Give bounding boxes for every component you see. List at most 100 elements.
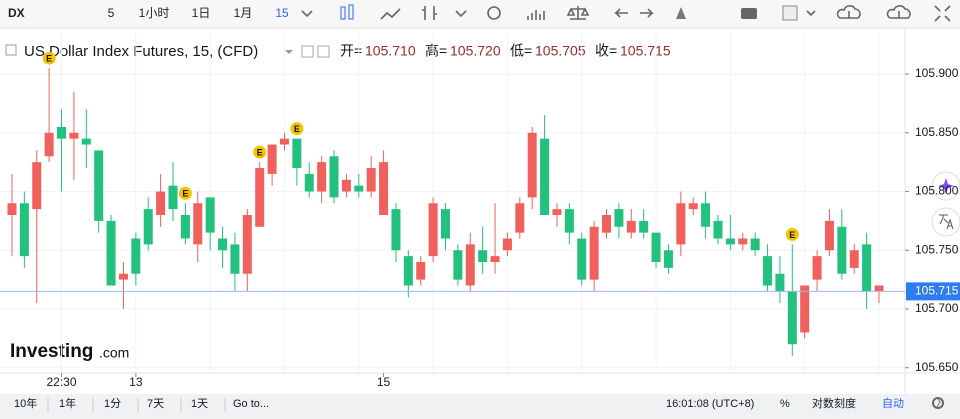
fullscreen-icon[interactable] [934, 5, 951, 22]
candle-body [391, 209, 401, 251]
ohlc-value: 105.710 [365, 43, 416, 59]
log-button[interactable]: 对数刻度 [812, 396, 856, 410]
event-marker[interactable] [290, 122, 304, 136]
candle-body [453, 250, 463, 280]
x-tick-label: 15 [377, 375, 391, 389]
candle-body [403, 256, 413, 286]
candle-body [775, 273, 785, 292]
y-tick-label: 105.650 [915, 360, 959, 374]
candle-body [676, 203, 686, 245]
candle-body [701, 203, 711, 227]
x-tick-label: 22:30 [47, 375, 77, 389]
candle-body [304, 173, 314, 192]
last-price-box [906, 282, 960, 301]
y-tick-label: 105.900 [915, 66, 959, 80]
event-marker[interactable] [42, 51, 56, 65]
candle-icon[interactable] [340, 6, 346, 20]
candle-body [465, 244, 475, 286]
line-icon[interactable] [380, 8, 401, 20]
redo-icon[interactable] [640, 8, 654, 18]
settings-icon[interactable] [487, 6, 501, 20]
candle-body [416, 262, 426, 280]
candle-body [180, 215, 190, 239]
candle-body [564, 209, 574, 233]
range-button[interactable]: 1分 [104, 397, 121, 410]
settings-small[interactable] [317, 45, 330, 58]
last-price-label: 105.715 [915, 284, 959, 298]
alert-icon[interactable] [676, 7, 686, 19]
event-marker[interactable] [178, 186, 192, 200]
candle-body [279, 138, 289, 145]
cloud-upload[interactable] [886, 5, 911, 19]
candle-body [143, 209, 153, 245]
range-button[interactable]: 10年 [14, 396, 37, 410]
x-tick-label: 13 [129, 375, 143, 389]
translate-button[interactable] [931, 207, 960, 237]
candle-body [812, 256, 822, 280]
gear-icon[interactable] [932, 397, 944, 409]
indicator-icon[interactable] [527, 10, 545, 20]
candle-body [763, 256, 773, 286]
candle-body [156, 191, 166, 216]
interval-button[interactable]: 1日 [192, 6, 211, 20]
candle-body [725, 238, 735, 245]
ohlc-value: 105.705 [535, 43, 586, 59]
event-marker[interactable] [253, 145, 267, 159]
collapse-icon[interactable] [5, 44, 17, 56]
dropdown[interactable] [455, 10, 467, 18]
symbol[interactable]: DX [8, 6, 25, 20]
candle-body [862, 244, 872, 292]
candle-body [639, 220, 649, 233]
candle-body [118, 273, 128, 280]
interval-button[interactable]: 1小时 [139, 6, 170, 20]
eye-icon[interactable] [301, 45, 314, 58]
auto-button[interactable]: 自动 [882, 397, 904, 410]
compare-icon[interactable] [566, 6, 590, 20]
candle-body [502, 238, 512, 251]
ohlc-value: 105.720 [450, 43, 501, 59]
interval-button[interactable]: 1月 [234, 6, 253, 20]
range-button[interactable]: 1天 [191, 398, 208, 410]
event-marker[interactable] [785, 227, 799, 241]
candle-body [614, 209, 624, 227]
candle-body [626, 220, 636, 233]
candle-body [800, 285, 810, 333]
goto-button[interactable]: Go to... [233, 398, 269, 410]
candle-body [329, 156, 339, 198]
color-icon[interactable] [782, 5, 798, 21]
candle-body [713, 220, 723, 239]
logo-suffix: .com [99, 345, 129, 361]
candle-body [602, 215, 612, 233]
undo-icon[interactable] [614, 8, 628, 18]
interval-button[interactable]: 5 [108, 6, 115, 20]
title-dropdown[interactable] [285, 50, 293, 54]
candle-body [106, 220, 116, 286]
logo-main: Investing [10, 341, 93, 362]
dropdown[interactable] [806, 10, 816, 17]
candle-body [242, 215, 252, 274]
candle-body [540, 138, 550, 216]
percent-button[interactable]: % [780, 398, 790, 410]
candle-body [168, 185, 178, 210]
dropdown[interactable] [301, 10, 313, 18]
candle-body [230, 244, 240, 274]
range-button[interactable]: 1年 [59, 396, 76, 410]
bar-icon[interactable] [422, 6, 437, 20]
candle-body [663, 250, 673, 268]
candle-body [57, 126, 67, 139]
candle-body [874, 285, 884, 292]
ohlc-label: 开= [340, 43, 362, 59]
candle-body [515, 203, 525, 233]
candle-body [738, 238, 748, 245]
candle-body [131, 238, 141, 274]
interval-button[interactable]: 15 [275, 6, 289, 20]
candle-body [379, 162, 389, 216]
cloud-download[interactable] [836, 5, 861, 19]
candle-body [750, 238, 760, 251]
candle-body [688, 203, 698, 210]
candle-body [7, 203, 17, 216]
range-button[interactable]: 7天 [147, 398, 164, 410]
ohlc-value: 105.715 [620, 43, 671, 59]
camera-icon[interactable] [741, 8, 757, 19]
